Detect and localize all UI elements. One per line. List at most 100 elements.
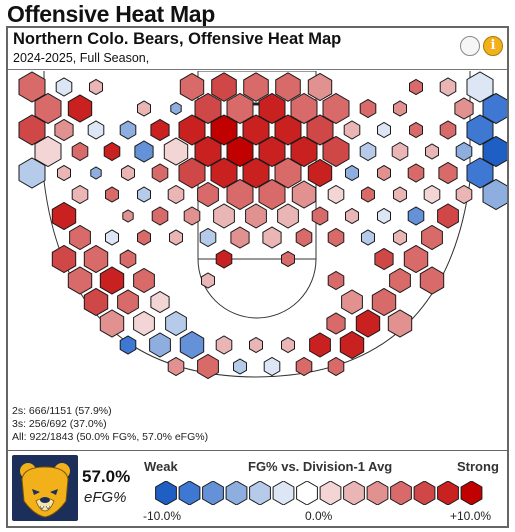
hex-cell-100[interactable] xyxy=(230,226,250,249)
hex-cell-37[interactable] xyxy=(439,120,457,140)
hex-cell-126[interactable] xyxy=(99,309,125,338)
hex-cell-25[interactable] xyxy=(54,118,74,142)
hex-cell-116[interactable] xyxy=(133,267,155,294)
hex-cell-84[interactable] xyxy=(122,209,134,223)
hex-cell-14[interactable] xyxy=(170,101,182,116)
hex-cell-50[interactable] xyxy=(391,141,409,162)
hex-cell-73[interactable] xyxy=(197,181,219,208)
hex-cell-42[interactable] xyxy=(134,140,154,163)
hex-cell-49[interactable] xyxy=(359,141,377,162)
hex-cell-79[interactable] xyxy=(393,186,407,203)
hex-cell-7[interactable] xyxy=(307,72,333,102)
hex-cell-32[interactable] xyxy=(274,114,302,146)
hex-cell-86[interactable] xyxy=(183,206,201,226)
hex-cell-15[interactable] xyxy=(194,92,222,125)
hex-cell-96[interactable] xyxy=(105,229,119,246)
hex-cell-141[interactable] xyxy=(197,353,219,380)
hex-cell-87[interactable] xyxy=(213,203,235,229)
hex-cell-106[interactable] xyxy=(421,224,443,251)
hex-cell-124[interactable] xyxy=(341,289,363,315)
hex-cell-43[interactable] xyxy=(163,137,189,166)
hex-cell-105[interactable] xyxy=(393,229,407,246)
hex-cell-56[interactable] xyxy=(90,166,102,180)
hex-cell-133[interactable] xyxy=(149,332,171,358)
hex-cell-93[interactable] xyxy=(407,206,425,226)
hex-cell-72[interactable] xyxy=(167,184,185,205)
hex-cell-111[interactable] xyxy=(281,250,295,268)
hex-cell-64[interactable] xyxy=(345,164,359,182)
hex-cell-0[interactable] xyxy=(18,71,46,103)
hex-cell-131[interactable] xyxy=(387,309,413,338)
hex-cell-21[interactable] xyxy=(393,100,407,117)
hex-cell-46[interactable] xyxy=(258,135,286,168)
hex-cell-48[interactable] xyxy=(322,135,350,168)
hex-cell-2[interactable] xyxy=(89,78,103,96)
hex-cell-104[interactable] xyxy=(361,229,375,246)
hex-cell-103[interactable] xyxy=(327,227,345,248)
hex-cell-36[interactable] xyxy=(409,121,423,139)
hex-cell-83[interactable] xyxy=(51,201,77,231)
hex-cell-127[interactable] xyxy=(133,310,155,337)
hex-cell-31[interactable] xyxy=(242,114,270,146)
hex-cell-123[interactable] xyxy=(150,290,170,314)
hex-cell-144[interactable] xyxy=(295,356,313,377)
hex-cell-94[interactable] xyxy=(437,203,459,229)
hex-cell-70[interactable] xyxy=(105,186,119,203)
hex-cell-117[interactable] xyxy=(201,272,215,289)
hex-cell-62[interactable] xyxy=(274,157,302,189)
hex-cell-119[interactable] xyxy=(389,267,411,294)
hex-cell-68[interactable] xyxy=(466,157,494,189)
hex-cell-24[interactable] xyxy=(18,114,46,146)
hex-cell-3[interactable] xyxy=(179,72,205,102)
hex-cell-66[interactable] xyxy=(407,163,425,183)
hex-cell-132[interactable] xyxy=(119,335,137,355)
hex-cell-35[interactable] xyxy=(377,121,391,139)
hex-cell-88[interactable] xyxy=(245,203,267,229)
hex-cell-23[interactable] xyxy=(482,92,507,125)
hex-cell-137[interactable] xyxy=(281,336,295,354)
hex-cell-34[interactable] xyxy=(343,120,361,140)
hex-cell-145[interactable] xyxy=(327,356,345,377)
hex-cell-40[interactable] xyxy=(71,141,89,162)
hex-cell-53[interactable] xyxy=(482,135,507,168)
hex-cell-26[interactable] xyxy=(87,120,105,140)
hex-cell-47[interactable] xyxy=(290,135,318,168)
hex-cell-81[interactable] xyxy=(455,184,473,205)
hex-cell-74[interactable] xyxy=(226,178,254,211)
hex-cell-63[interactable] xyxy=(307,158,333,188)
hex-cell-20[interactable] xyxy=(359,98,377,119)
hex-cell-22[interactable] xyxy=(454,97,474,120)
hex-cell-129[interactable] xyxy=(326,312,346,335)
hex-cell-135[interactable] xyxy=(215,335,233,355)
hex-cell-18[interactable] xyxy=(290,92,318,125)
hex-cell-143[interactable] xyxy=(263,356,281,377)
hex-cell-10[interactable] xyxy=(466,71,494,103)
hex-cell-138[interactable] xyxy=(309,332,331,358)
hex-cell-98[interactable] xyxy=(169,229,183,246)
hex-cell-1[interactable] xyxy=(55,77,73,97)
hex-cell-51[interactable] xyxy=(425,143,439,160)
hex-cell-78[interactable] xyxy=(361,186,375,203)
hex-cell-76[interactable] xyxy=(291,180,317,209)
hex-cell-91[interactable] xyxy=(345,207,359,225)
hex-cell-16[interactable] xyxy=(226,92,254,125)
hex-cell-17[interactable] xyxy=(258,92,286,125)
hex-cell-28[interactable] xyxy=(150,118,170,142)
info-icon[interactable]: i xyxy=(483,36,503,56)
hex-cell-130[interactable] xyxy=(355,309,381,338)
hex-cell-80[interactable] xyxy=(423,184,441,205)
hex-cell-95[interactable] xyxy=(69,224,91,251)
hex-cell-120[interactable] xyxy=(419,266,445,295)
hex-cell-102[interactable] xyxy=(295,227,313,248)
hex-cell-33[interactable] xyxy=(306,114,334,146)
hex-cell-75[interactable] xyxy=(258,178,286,211)
hex-cell-54[interactable] xyxy=(18,157,46,189)
hex-cell-52[interactable] xyxy=(455,141,473,162)
hex-cell-90[interactable] xyxy=(311,206,329,226)
hex-cell-112[interactable] xyxy=(374,247,394,271)
hex-cell-11[interactable] xyxy=(34,92,62,125)
hex-cell-27[interactable] xyxy=(119,120,137,140)
hex-cell-110[interactable] xyxy=(215,249,233,269)
hex-cell-41[interactable] xyxy=(103,141,121,162)
hex-cell-85[interactable] xyxy=(151,206,169,226)
